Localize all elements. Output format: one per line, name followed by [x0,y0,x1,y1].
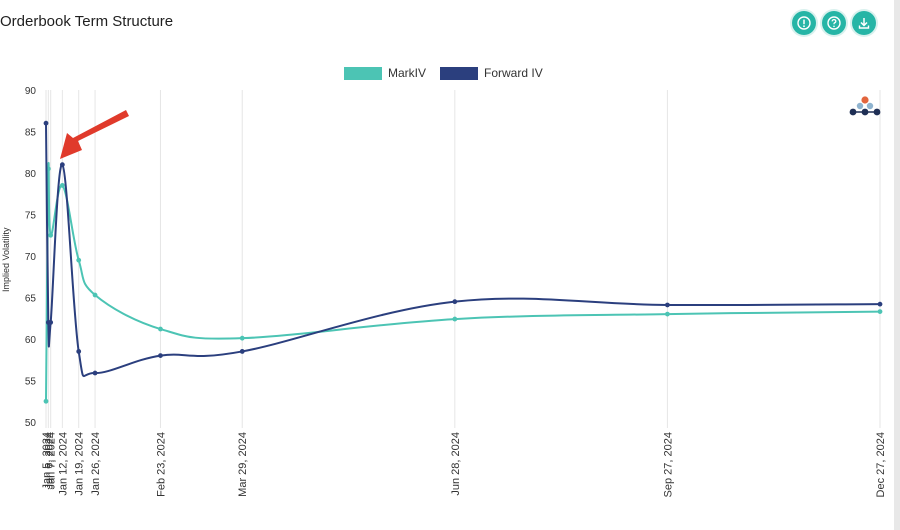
help-button[interactable] [822,11,846,35]
series-layer [43,120,883,404]
legend-item-markiv[interactable]: MarkIV [344,66,426,80]
x-tick-label: Jan 7, 2024 [46,432,58,490]
y-tick-label: 70 [25,252,37,263]
data-point-forward-iv [76,349,82,354]
data-point-markiv [43,398,49,404]
y-tick-label: 85 [25,128,37,139]
chart-legend: MarkIV Forward IV [344,66,543,80]
info-icon [797,16,811,30]
data-point-forward-iv [158,353,163,358]
y-tick-label: 80 [25,169,37,180]
data-point-markiv [665,311,670,317]
y-tick-label: 90 [25,86,37,97]
data-point-forward-iv [239,349,245,354]
data-point-markiv [158,326,163,332]
help-icon [827,16,841,30]
data-point-forward-iv [43,120,49,126]
x-tick-label: Jan 5, 2024 [41,432,53,490]
data-point-forward-iv [92,370,98,376]
legend-item-forward-iv[interactable]: Forward IV [440,66,543,80]
x-tick-label: Jan 19, 2024 [74,432,86,496]
callout-arrow [60,110,129,159]
y-tick-label: 50 [25,418,37,429]
download-icon [858,18,870,29]
x-tick-label: Jun 28, 2024 [450,432,462,496]
x-tick-label: Mar 29, 2024 [237,432,249,497]
data-point-forward-iv [877,301,883,307]
brand-logo [849,96,881,116]
data-point-markiv [877,309,883,315]
page-title: Orderbook Term Structure [0,13,174,30]
data-point-forward-iv [48,320,54,325]
y-tick-label: 75 [25,211,37,222]
data-point-markiv [239,335,245,341]
y-tick-label: 60 [25,335,37,346]
y-tick-label: 55 [25,377,37,388]
data-point-forward-iv [59,162,65,168]
info-button[interactable] [792,11,816,35]
data-point-markiv [48,232,54,238]
y-tick-label: 65 [25,294,37,305]
data-point-forward-iv [665,302,670,308]
legend-label-forward-iv: Forward IV [484,66,543,80]
data-point-markiv [92,292,98,298]
x-tick-label: Jan 12, 2024 [57,432,69,496]
data-point-forward-iv [452,299,458,305]
x-tick-label: Dec 27, 2024 [875,432,887,497]
data-point-markiv [452,316,458,322]
series-line-markiv [45,162,881,402]
legend-swatch-markiv [344,66,382,80]
series-line-forward-iv [45,123,881,378]
data-point-markiv [59,183,65,188]
x-tick-label: Jan 6, 2024 [43,432,55,490]
legend-swatch-forward-iv [440,66,479,80]
y-tick-layer: 90 85 80 75 70 65 60 55 50 [25,86,37,429]
annotation-layer [60,110,129,159]
x-tick-label: Feb 23, 2024 [155,432,167,497]
data-point-markiv [76,257,82,263]
x-tick-label: Jan 26, 2024 [90,432,102,496]
download-button[interactable] [852,11,876,35]
x-tick-label: Sep 27, 2024 [662,432,674,497]
legend-label-markiv: MarkIV [388,66,427,80]
grid-layer [45,90,881,428]
panel-edge [894,0,900,530]
chart-toolbar [792,11,876,35]
